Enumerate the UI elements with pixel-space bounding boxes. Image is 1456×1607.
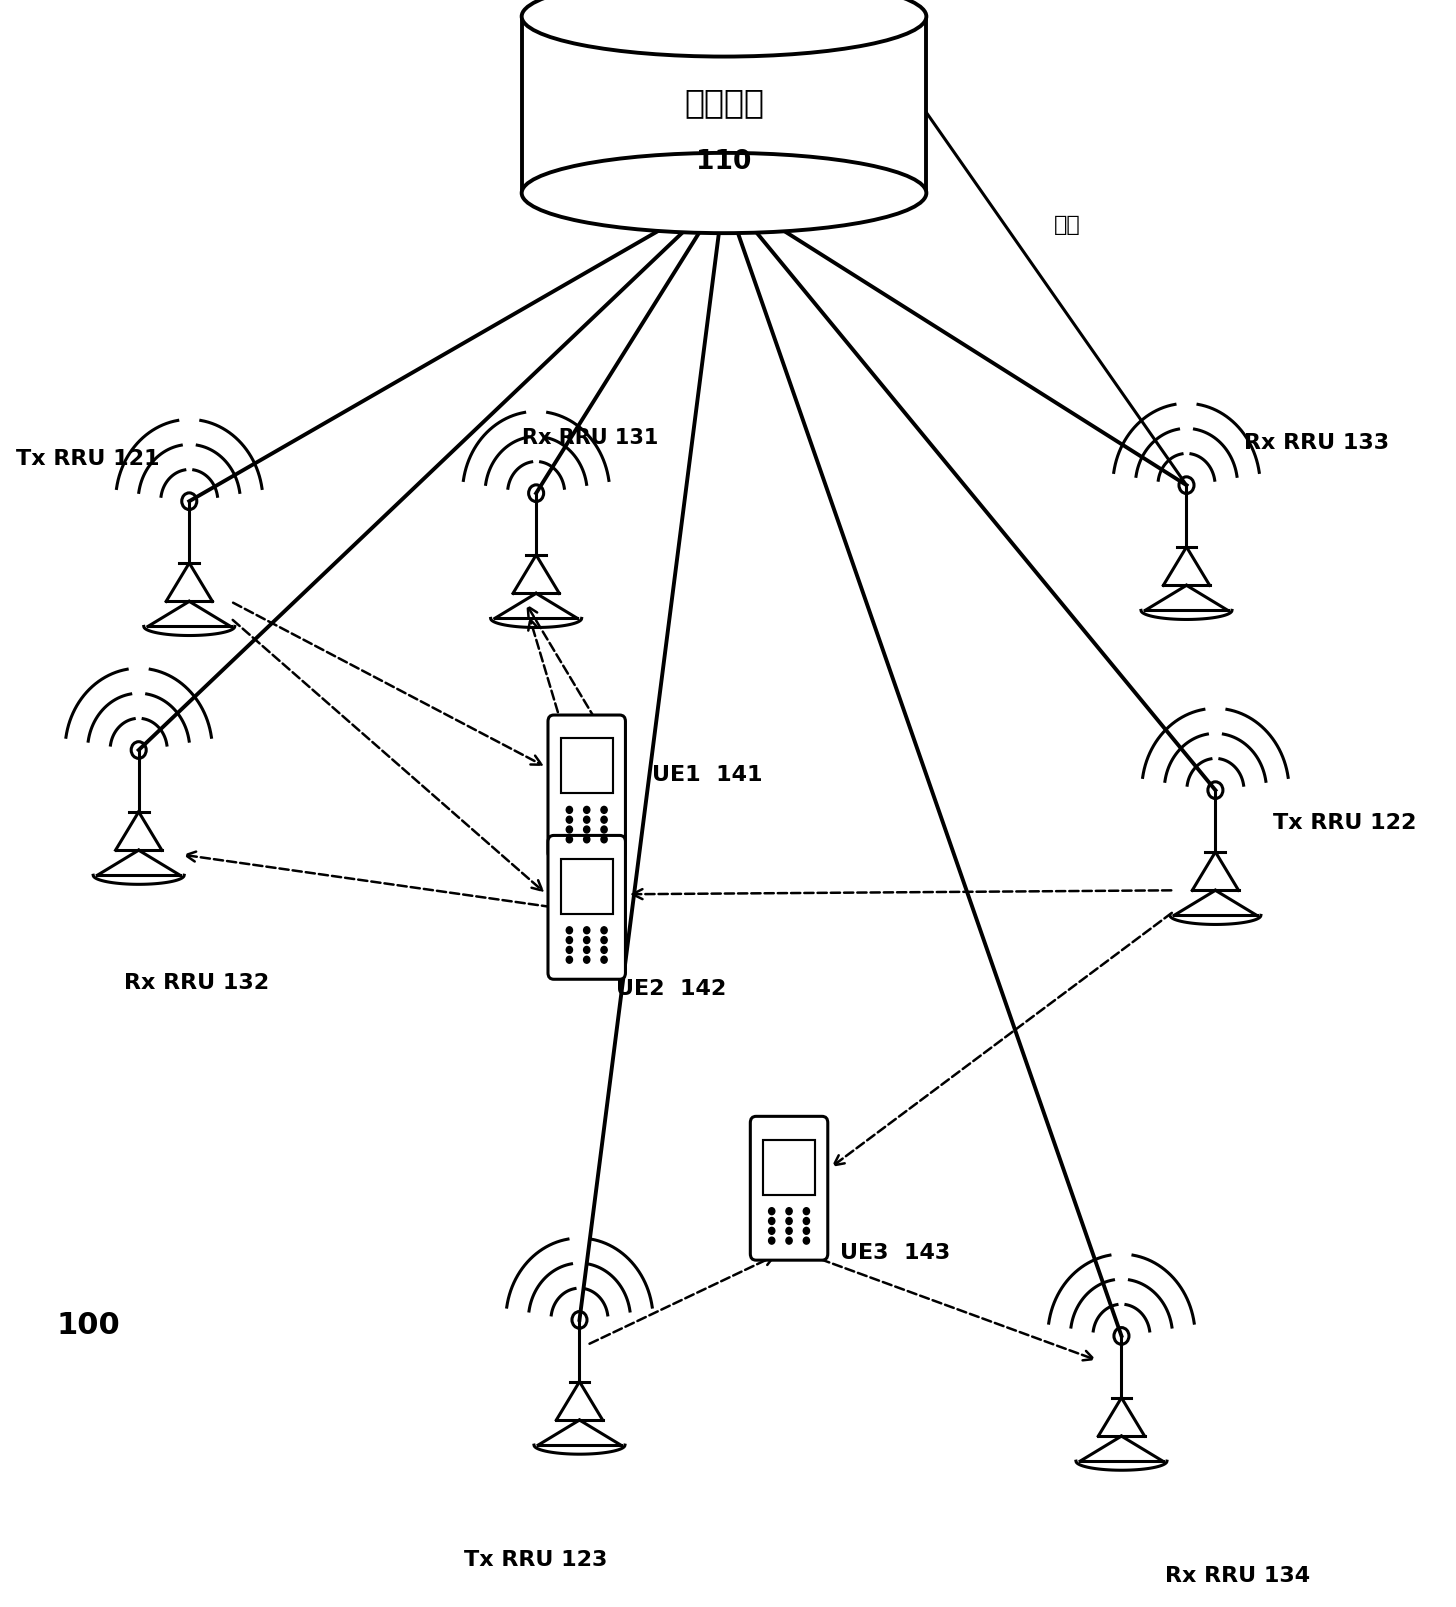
Circle shape — [786, 1237, 792, 1244]
Text: Tx RRU 122: Tx RRU 122 — [1273, 813, 1417, 832]
Circle shape — [769, 1237, 775, 1244]
Circle shape — [786, 1218, 792, 1225]
Text: UE2  142: UE2 142 — [616, 979, 727, 998]
Bar — [763, 1139, 815, 1196]
Circle shape — [566, 927, 572, 934]
Text: 110: 110 — [696, 149, 751, 175]
Text: 100: 100 — [57, 1310, 119, 1339]
Circle shape — [601, 826, 607, 834]
Text: Rx RRU 134: Rx RRU 134 — [1165, 1565, 1310, 1586]
Circle shape — [601, 947, 607, 955]
Circle shape — [769, 1208, 775, 1215]
Text: 中央基站: 中央基站 — [684, 85, 764, 119]
Text: Tx RRU 121: Tx RRU 121 — [16, 448, 159, 469]
FancyBboxPatch shape — [547, 836, 626, 980]
Text: UE3  143: UE3 143 — [840, 1242, 949, 1263]
Circle shape — [566, 956, 572, 964]
Ellipse shape — [521, 154, 926, 235]
Circle shape — [584, 836, 590, 844]
Circle shape — [584, 807, 590, 813]
Bar — [561, 860, 613, 914]
Bar — [561, 739, 613, 794]
Text: Rx RRU 131: Rx RRU 131 — [521, 427, 658, 448]
Circle shape — [804, 1218, 810, 1225]
Circle shape — [601, 937, 607, 943]
Text: Tx RRU 123: Tx RRU 123 — [464, 1549, 607, 1570]
Circle shape — [566, 947, 572, 955]
Circle shape — [584, 956, 590, 964]
Circle shape — [804, 1237, 810, 1244]
Circle shape — [584, 816, 590, 824]
FancyBboxPatch shape — [750, 1117, 828, 1260]
Circle shape — [601, 836, 607, 844]
Circle shape — [601, 927, 607, 934]
Circle shape — [769, 1228, 775, 1234]
Text: UE1  141: UE1 141 — [652, 765, 763, 784]
Circle shape — [584, 927, 590, 934]
Circle shape — [566, 826, 572, 834]
Circle shape — [584, 937, 590, 943]
Text: Rx RRU 132: Rx RRU 132 — [124, 972, 269, 992]
Circle shape — [566, 937, 572, 943]
Ellipse shape — [521, 0, 926, 58]
Polygon shape — [521, 18, 926, 194]
Text: Rx RRU 133: Rx RRU 133 — [1245, 432, 1389, 453]
Circle shape — [601, 956, 607, 964]
Text: 回程: 回程 — [1054, 215, 1080, 235]
Circle shape — [566, 836, 572, 844]
Circle shape — [804, 1228, 810, 1234]
Circle shape — [786, 1228, 792, 1234]
Circle shape — [566, 807, 572, 813]
Circle shape — [769, 1218, 775, 1225]
Circle shape — [601, 816, 607, 824]
Circle shape — [804, 1208, 810, 1215]
Circle shape — [584, 826, 590, 834]
Circle shape — [786, 1208, 792, 1215]
FancyBboxPatch shape — [547, 715, 626, 860]
Circle shape — [601, 807, 607, 813]
Circle shape — [566, 816, 572, 824]
Circle shape — [584, 947, 590, 955]
